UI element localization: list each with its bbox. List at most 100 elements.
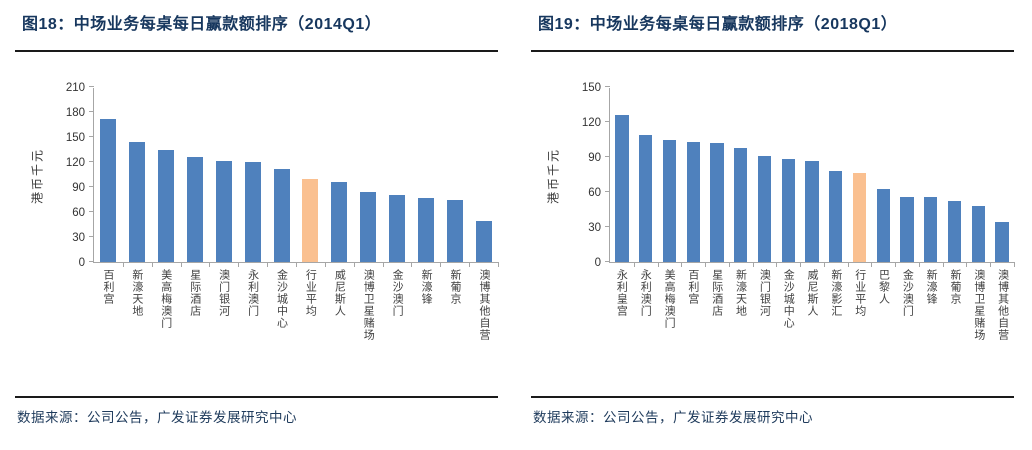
x-label-slot: 永利澳门 — [633, 269, 657, 381]
x-tick-mark — [681, 262, 683, 267]
y-tick-label: 30 — [72, 232, 85, 244]
x-tick-mark — [1014, 262, 1015, 267]
x-label-slot: 澳门银河 — [752, 269, 776, 381]
bar — [475, 221, 492, 262]
x-label-slot: 百利宫 — [680, 269, 704, 381]
bar — [947, 201, 962, 262]
x-tick-mark — [498, 262, 499, 267]
bar — [995, 222, 1009, 262]
x-tick-mark — [942, 262, 944, 267]
bar-slot — [94, 118, 123, 262]
bar-slot — [325, 182, 354, 262]
bar — [244, 162, 261, 262]
x-axis-label: 新濠影汇 — [829, 269, 842, 317]
y-tick-label: 0 — [594, 257, 601, 269]
x-label-slot: 澳门银河 — [209, 269, 238, 381]
x-tick-mark — [353, 262, 355, 267]
x-axis-label: 星际酒店 — [710, 269, 723, 317]
y-tick-mark — [605, 226, 610, 227]
x-tick-mark — [180, 262, 182, 267]
bar-slot — [871, 188, 895, 262]
x-axis-label: 新濠天地 — [734, 269, 747, 317]
x-tick-mark — [823, 262, 825, 267]
bar — [805, 160, 819, 262]
x-tick-mark — [847, 262, 849, 267]
x-tick-mark — [324, 262, 326, 267]
bar-slot — [705, 143, 729, 262]
bar-slot — [895, 196, 919, 262]
x-axis-label: 新濠锋 — [420, 269, 433, 305]
bar-slot — [966, 206, 990, 262]
plot-area — [605, 86, 1015, 267]
bar-slot — [800, 160, 824, 262]
x-label-slot: 美高梅澳门 — [151, 269, 180, 381]
x-tick-mark — [895, 262, 897, 267]
y-tick-mark — [89, 261, 94, 262]
x-tick-mark — [267, 262, 269, 267]
x-tick-mark — [382, 262, 384, 267]
bar — [389, 194, 406, 262]
bar-slot — [411, 197, 440, 262]
x-tick-mark — [966, 262, 968, 267]
bar-slot — [440, 199, 469, 262]
x-axis-label: 新濠天地 — [130, 269, 143, 317]
bar-slot — [634, 134, 658, 262]
x-axis-label: 星际酒店 — [188, 269, 201, 317]
data-source: 数据来源：公司公告，广发证券发展研究中心 — [533, 410, 813, 425]
y-tick-label: 150 — [65, 132, 85, 144]
bar-slot — [681, 141, 705, 262]
bar — [734, 147, 748, 262]
bar — [710, 143, 724, 262]
y-tick-mark — [89, 236, 94, 237]
x-label-slot: 澳博其他自营 — [990, 269, 1014, 381]
y-tick-label: 180 — [65, 107, 85, 119]
x-tick-mark — [800, 262, 802, 267]
bar — [129, 142, 146, 262]
x-axis-label: 新葡京 — [449, 269, 462, 305]
y-tick-label: 90 — [72, 182, 85, 194]
x-label-slot: 百利宫 — [93, 269, 122, 381]
y-axis-title: 港币千元 — [546, 147, 561, 204]
y-tick-mark — [89, 211, 94, 212]
x-axis-label: 行业平均 — [304, 269, 317, 317]
x-label-slot: 行业平均 — [295, 269, 324, 381]
bar-slot — [658, 139, 682, 262]
x-axis-label: 百利宫 — [101, 269, 114, 305]
gutter-spacer — [15, 263, 93, 381]
bar — [615, 115, 629, 262]
y-tick-mark — [605, 156, 610, 157]
x-label-slot: 星际酒店 — [180, 269, 209, 381]
x-label-slot: 星际酒店 — [704, 269, 728, 381]
x-axis-label: 威尼斯人 — [806, 269, 819, 317]
x-label-slot: 新濠锋 — [919, 269, 943, 381]
bar-slot — [238, 162, 267, 262]
x-label-slot: 金沙城中心 — [267, 269, 296, 381]
bar-highlight-industry-average — [852, 173, 867, 262]
y-tick-label: 210 — [65, 82, 85, 94]
figure-panel-18: 图18：中场业务每桌每日赢款额排序（2014Q1） 港币千元 0 30 60 90 120… — [15, 16, 499, 425]
y-tick-label: 60 — [72, 207, 85, 219]
plot-area — [89, 86, 499, 267]
bar-slot — [753, 155, 777, 262]
y-tick-mark — [605, 86, 610, 87]
bar — [417, 197, 434, 262]
bar — [446, 199, 463, 262]
x-tick-mark — [871, 262, 873, 267]
x-label-slot: 金沙澳门 — [895, 269, 919, 381]
y-tick-mark — [605, 121, 610, 122]
x-axis-labels: 百利宫 新濠天地 美高梅澳门 星际酒店 澳门银河 永利澳门 金沙城中心 行业平均 威尼斯人 澳博卫… — [93, 263, 498, 381]
x-tick-mark — [122, 262, 124, 267]
x-axis-label: 金沙澳门 — [901, 269, 914, 317]
y-tick-label: 0 — [78, 257, 85, 269]
bar — [686, 141, 700, 262]
bar-slot — [383, 194, 412, 262]
x-label-slot: 澳博卫星赌场 — [353, 269, 382, 381]
x-tick-mark — [918, 262, 920, 267]
bar-slot — [354, 192, 383, 262]
y-tick-label: 150 — [581, 82, 601, 94]
bar — [215, 161, 232, 262]
x-label-slot: 金沙澳门 — [382, 269, 411, 381]
gutter-spacer — [531, 263, 609, 381]
y-axis-gutter: 港币千元 0 30 60 90 120 150 — [531, 82, 609, 269]
